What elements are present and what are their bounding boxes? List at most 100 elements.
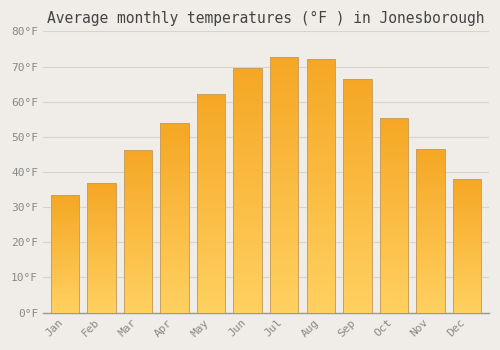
Bar xyxy=(306,230,335,233)
Bar xyxy=(452,211,481,212)
Bar xyxy=(234,169,262,172)
Bar xyxy=(343,292,372,295)
Bar xyxy=(270,85,298,89)
Bar xyxy=(50,274,79,276)
Bar xyxy=(343,120,372,123)
Bar xyxy=(270,111,298,114)
Bar xyxy=(380,154,408,156)
Bar xyxy=(270,82,298,85)
Bar xyxy=(452,229,481,231)
Bar xyxy=(87,214,116,216)
Bar xyxy=(50,196,79,198)
Bar xyxy=(87,227,116,229)
Bar xyxy=(416,239,444,241)
Bar xyxy=(343,169,372,173)
Bar xyxy=(124,201,152,203)
Bar xyxy=(50,220,79,222)
Bar xyxy=(234,139,262,142)
Bar xyxy=(306,160,335,163)
Bar xyxy=(197,255,226,258)
Bar xyxy=(343,143,372,146)
Bar xyxy=(87,188,116,190)
Bar xyxy=(416,241,444,243)
Bar xyxy=(380,274,408,276)
Bar xyxy=(416,204,444,206)
Bar xyxy=(452,228,481,229)
Bar xyxy=(50,311,79,313)
Bar xyxy=(50,289,79,290)
Bar xyxy=(380,171,408,174)
Bar xyxy=(343,181,372,184)
Bar xyxy=(234,126,262,130)
Bar xyxy=(234,224,262,227)
Bar xyxy=(50,294,79,295)
Bar xyxy=(306,65,335,68)
Bar xyxy=(452,276,481,278)
Bar xyxy=(50,214,79,216)
Bar xyxy=(306,262,335,265)
Bar xyxy=(50,258,79,260)
Bar xyxy=(160,246,189,248)
Bar xyxy=(416,176,444,178)
Bar xyxy=(270,118,298,121)
Bar xyxy=(416,215,444,217)
Bar xyxy=(50,238,79,239)
Bar xyxy=(416,182,444,184)
Bar xyxy=(380,174,408,176)
Bar xyxy=(50,210,79,211)
Bar xyxy=(416,286,444,288)
Bar xyxy=(124,270,152,272)
Bar xyxy=(343,91,372,93)
Bar xyxy=(234,123,262,126)
Bar xyxy=(452,279,481,281)
Bar xyxy=(270,156,298,159)
Bar xyxy=(50,205,79,206)
Bar xyxy=(380,237,408,239)
Bar xyxy=(160,142,189,144)
Bar xyxy=(452,266,481,267)
Bar xyxy=(197,176,226,179)
Bar xyxy=(270,274,298,278)
Bar xyxy=(416,300,444,302)
Bar xyxy=(50,242,79,244)
Bar xyxy=(234,108,262,111)
Bar xyxy=(343,275,372,278)
Bar xyxy=(452,288,481,289)
Bar xyxy=(124,250,152,252)
Bar xyxy=(270,166,298,169)
Bar xyxy=(380,264,408,266)
Bar xyxy=(197,195,226,198)
Bar xyxy=(452,226,481,228)
Bar xyxy=(160,192,189,194)
Bar xyxy=(270,140,298,143)
Bar xyxy=(270,169,298,172)
Bar xyxy=(124,203,152,205)
Bar xyxy=(343,234,372,237)
Bar xyxy=(197,296,226,299)
Bar xyxy=(234,114,262,117)
Bar xyxy=(197,138,226,140)
Bar xyxy=(50,308,79,310)
Bar xyxy=(160,263,189,265)
Bar xyxy=(234,142,262,145)
Bar xyxy=(452,208,481,209)
Bar xyxy=(197,203,226,206)
Bar xyxy=(234,285,262,288)
Bar xyxy=(343,79,372,313)
Bar xyxy=(416,270,444,272)
Bar xyxy=(160,260,189,263)
Bar xyxy=(270,194,298,197)
Bar xyxy=(343,210,372,213)
Bar xyxy=(380,125,408,127)
Bar xyxy=(234,261,262,264)
Bar xyxy=(87,298,116,300)
Bar xyxy=(306,116,335,119)
Bar xyxy=(124,164,152,167)
Bar xyxy=(270,197,298,201)
Bar xyxy=(452,267,481,269)
Bar xyxy=(416,151,444,153)
Bar xyxy=(343,208,372,210)
Bar xyxy=(416,272,444,274)
Bar xyxy=(87,277,116,279)
Bar xyxy=(343,257,372,260)
